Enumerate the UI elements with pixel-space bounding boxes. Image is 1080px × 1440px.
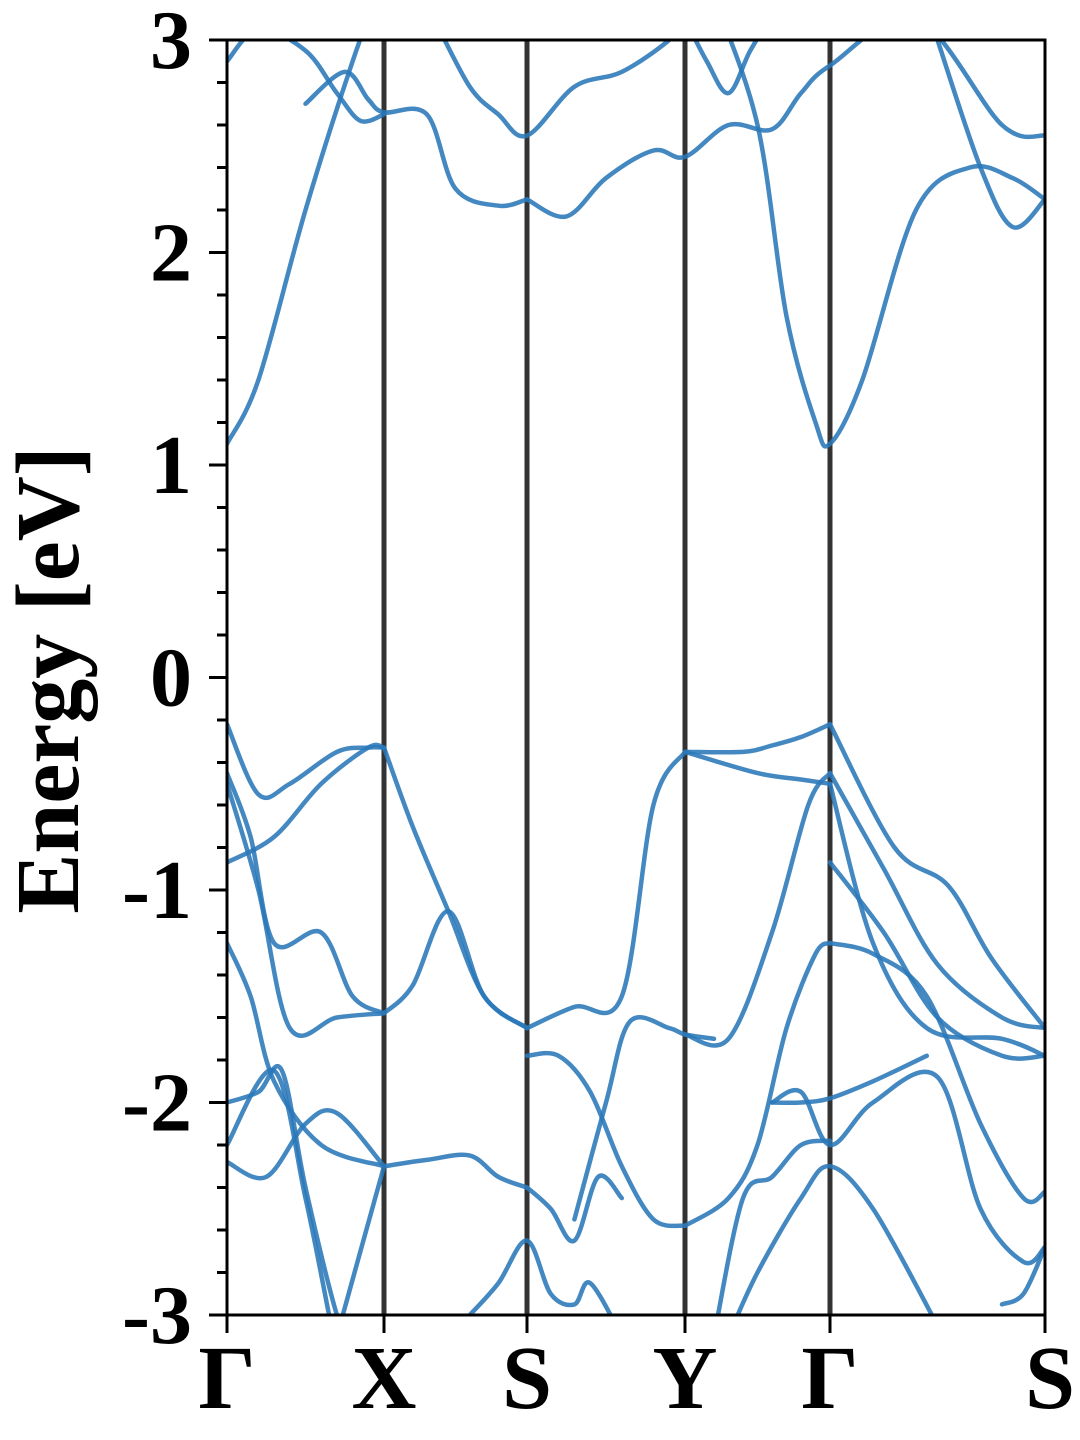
band-line-19 xyxy=(682,749,833,787)
x-tick-label: X xyxy=(352,1329,417,1428)
band-line-15 xyxy=(524,749,688,1031)
y-tick-label: 1 xyxy=(150,419,192,512)
band-line-21 xyxy=(682,940,833,1229)
band-line-4 xyxy=(442,40,673,139)
band-line-10 xyxy=(227,742,387,865)
band-line-37 xyxy=(769,1069,1045,1266)
band-line-35 xyxy=(715,1138,833,1315)
band-line-23 xyxy=(827,770,1045,1031)
band-line-14 xyxy=(227,781,387,1038)
x-tick-label: S xyxy=(502,1329,552,1428)
y-tick-label: -1 xyxy=(122,844,192,937)
band-line-17 xyxy=(572,1015,717,1222)
x-tick-label: Γ xyxy=(801,1329,858,1428)
band-line-27 xyxy=(227,940,387,1169)
y-tick-label: 3 xyxy=(150,0,192,87)
band-line-16 xyxy=(524,1050,688,1229)
y-axis-label: Energy [eV] xyxy=(0,446,98,913)
band-line-9 xyxy=(227,722,387,801)
band-line-34 xyxy=(467,1238,614,1315)
band-line-7 xyxy=(728,40,1045,449)
band-line-20 xyxy=(682,770,833,1048)
band-line-13 xyxy=(227,770,387,1016)
band-lines xyxy=(227,40,1045,1315)
band-line-6 xyxy=(692,40,760,96)
y-tick-label: 2 xyxy=(150,207,192,300)
band-line-25 xyxy=(827,781,1045,1059)
band-line-1 xyxy=(227,40,363,447)
band-line-33 xyxy=(524,1173,625,1244)
band-line-38 xyxy=(735,1164,935,1315)
y-tick-label: 0 xyxy=(150,632,192,725)
x-tick-label: Γ xyxy=(198,1329,255,1428)
band-line-8 xyxy=(935,40,1045,230)
y-axis: -3 -2 -1 0 1 2 3 xyxy=(122,0,227,1362)
band-line-39 xyxy=(999,1244,1045,1307)
band-line-36 xyxy=(769,1053,930,1106)
band-line-31 xyxy=(340,1164,387,1315)
band-line-3 xyxy=(303,69,530,209)
band-line-26 xyxy=(827,940,1045,1205)
x-tick-label: S xyxy=(1025,1329,1075,1428)
band-line-11 xyxy=(381,745,530,1031)
x-tick-label: Y xyxy=(653,1329,718,1428)
band-line-12 xyxy=(381,909,530,1031)
y-tick-label: -3 xyxy=(122,1269,192,1362)
band-line-2 xyxy=(227,40,387,124)
band-line-30 xyxy=(227,1067,332,1315)
band-line-5 xyxy=(524,40,1045,220)
high-symmetry-lines xyxy=(381,40,833,1315)
band-line-24 xyxy=(827,860,1045,1061)
band-line-22 xyxy=(827,722,1045,1031)
y-tick-label: -2 xyxy=(122,1057,192,1150)
band-line-32 xyxy=(381,1152,530,1190)
band-line-28 xyxy=(227,1108,387,1181)
band-line-18 xyxy=(682,722,833,755)
